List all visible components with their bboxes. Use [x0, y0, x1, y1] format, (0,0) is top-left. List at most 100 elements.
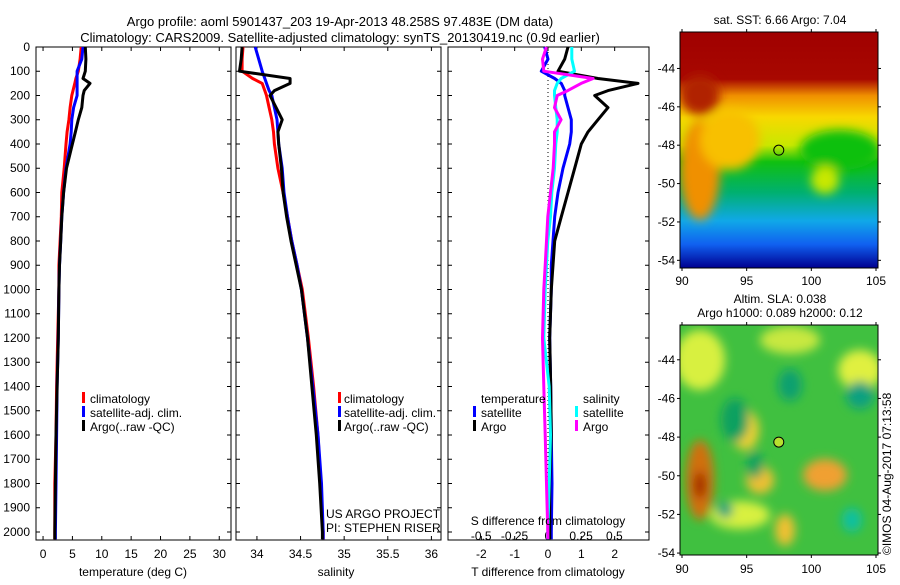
legend-label-climatology: climatology [90, 392, 150, 406]
legend-swatch-satellite [82, 406, 85, 417]
depth-tick-label: 100 [10, 64, 30, 78]
depth-tick-label: 1100 [4, 307, 30, 321]
lat-tick-label: -54 [658, 546, 676, 560]
x-tick-label: 0 [545, 547, 552, 561]
salinity-xlabel: salinity [318, 565, 355, 579]
sst-map: sat. SST: 6.66 Argo: 7.04 90 95 100 105 -44 -… [658, 13, 887, 288]
x-tick-label: 5 [69, 547, 76, 561]
depth-tick-label: 200 [10, 88, 30, 102]
legend-label-t-argo: Argo [481, 420, 507, 434]
x-tick-label: 0 [40, 547, 47, 561]
salinity-legend: climatology satellite-adj. clim. Argo(..… [338, 392, 436, 434]
sla-low [721, 398, 749, 442]
depth-tick-label: 1700 [3, 452, 30, 466]
lon-tick-label: 100 [801, 562, 821, 576]
pi-credit: PI: STEPHEN RISER [326, 521, 441, 535]
x-tick-label: 30 [213, 547, 227, 561]
sla-map-title-line1: Altim. SLA: 0.038 [734, 292, 827, 306]
depth-tick-label: 1200 [3, 331, 30, 345]
sla-field-features [680, 326, 878, 546]
x-tick-label: 34 [250, 547, 264, 561]
s-diff-tick-label: 0.25 [569, 529, 593, 543]
difference-panel: -2 -1 0 1 2-0.5 -0.25 0 0.25 0.5 T difference fr… [447, 46, 650, 579]
profile-line-argo-raw-qc [53, 46, 92, 540]
lat-tick-label: -52 [658, 215, 676, 229]
argo-location-marker [773, 436, 785, 448]
x-tick-label: 34.5 [289, 547, 313, 561]
project-credit: US ARGO PROJECT [326, 507, 441, 521]
legend-label-argo: Argo(..raw -QC) [90, 420, 175, 434]
temperature-xlabel: temperature (deg C) [79, 565, 187, 579]
lon-tick-label: 105 [866, 562, 886, 576]
x-tick-label: 2 [611, 547, 618, 561]
sla-map: Altim. SLA: 0.038 Argo h1000: 0.089 h200… [658, 292, 887, 576]
lon-tick-label: 90 [675, 274, 689, 288]
salinity-axes-frame [235, 46, 442, 541]
legend-label-argo: Argo(..raw -QC) [344, 420, 429, 434]
sla-map-title-line2: Argo h1000: 0.089 h2000: 0.12 [697, 306, 863, 320]
x-tick-label: 1 [578, 547, 585, 561]
profile-line-t-argo [548, 46, 640, 540]
x-tick-label: 20 [154, 547, 168, 561]
sla-high [803, 459, 847, 491]
sla-high [760, 326, 820, 354]
temperature-panel: 0100200300400500600700800900100011001200… [3, 40, 232, 579]
legend-label-satellite: satellite-adj. clim. [344, 406, 436, 420]
sla-map-frame [679, 324, 879, 556]
sst-field-features [680, 75, 878, 220]
legend-label-s-argo: Argo [583, 420, 609, 434]
legend-swatch-argo [338, 420, 341, 431]
legend-heading-salinity: salinity [583, 392, 620, 406]
legend-swatch-climatology [338, 392, 341, 403]
lon-tick-label: 100 [801, 274, 821, 288]
sla-low [717, 502, 733, 518]
depth-tick-label: 1500 [3, 404, 30, 418]
sla-low [778, 369, 802, 401]
lon-tick-label: 90 [675, 562, 689, 576]
temperature-legend: climatology satellite-adj. clim. Argo(..… [82, 392, 182, 434]
s-diff-tick-label: -0.5 [471, 529, 492, 543]
imos-credit: ©IMOS 04-Aug-2017 07:13:58 [880, 392, 894, 555]
depth-tick-label: 700 [10, 210, 30, 224]
temperature-axes-frame [35, 46, 232, 541]
x-tick-label: -2 [476, 547, 487, 561]
depth-tick-label: 900 [10, 258, 30, 272]
depth-tick-label: 1300 [3, 355, 30, 369]
argo-location-marker [773, 144, 785, 156]
x-tick-label: -1 [509, 547, 520, 561]
depth-tick-label: 800 [10, 234, 30, 248]
sla-high [775, 514, 795, 546]
legend-swatch-argo [82, 420, 85, 431]
profile-line-argo-raw-qc [238, 46, 324, 540]
sla-high [838, 350, 878, 390]
x-tick-label: 10 [95, 547, 109, 561]
salinity-panel: 34 34.5 35 35.5 36 salinity climatology sate… [235, 46, 442, 579]
lon-tick-label: 95 [740, 562, 754, 576]
sst-map-title: sat. SST: 6.66 Argo: 7.04 [714, 13, 847, 27]
depth-tick-label: 1000 [3, 282, 30, 296]
lat-tick-label: -48 [658, 430, 676, 444]
x-tick-label: 25 [183, 547, 197, 561]
t-difference-xlabel: T difference from climatology [471, 565, 625, 579]
depth-tick-label: 1400 [3, 379, 30, 393]
lat-tick-label: -44 [658, 61, 676, 75]
legend-label-s-satellite: satellite [583, 406, 624, 420]
sst-map-frame [679, 31, 879, 269]
sst-warm-patch [811, 166, 839, 194]
x-tick-label: 36 [425, 547, 439, 561]
legend-heading-temperature: temperature [481, 392, 546, 406]
lat-tick-label: -46 [658, 100, 676, 114]
lat-tick-label: -48 [658, 138, 676, 152]
profile-line-satellite-adj-clim [253, 46, 325, 540]
lon-tick-label: 105 [866, 274, 886, 288]
s-difference-xlabel: S difference from climatology [471, 514, 626, 528]
x-tick-label: 15 [124, 547, 138, 561]
legend-swatch-s-satellite [575, 406, 578, 417]
difference-legend: temperature satellite Argo salinity sate… [473, 392, 624, 434]
sst-cool-patch [800, 130, 878, 170]
legend-label-satellite: satellite-adj. clim. [90, 406, 182, 420]
sla-high [680, 330, 725, 390]
depth-tick-label: 0 [23, 40, 30, 54]
legend-swatch-satellite [338, 406, 341, 417]
